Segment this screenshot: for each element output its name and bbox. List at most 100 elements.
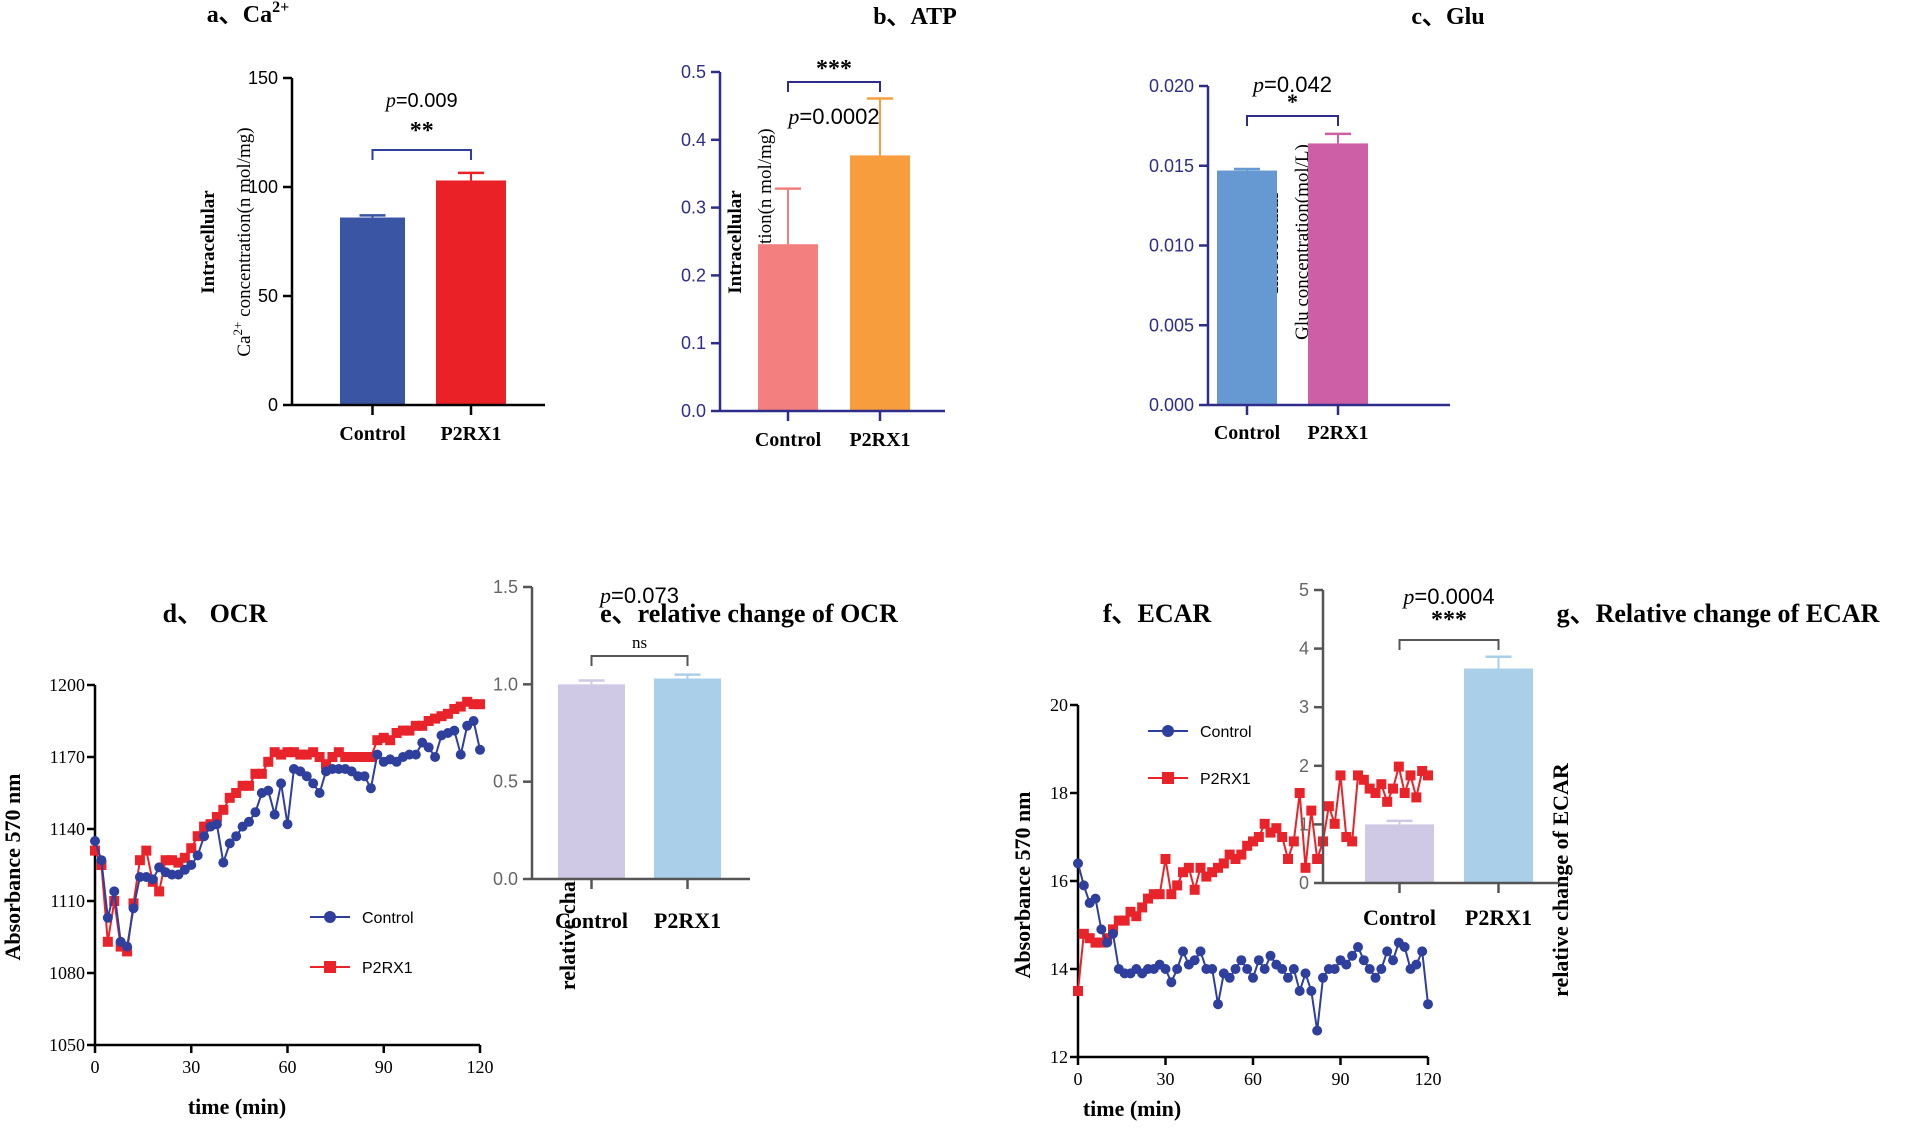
panel-a-ca: a、Ca2+ Intracellular Ca2+ concentration(…	[198, 0, 545, 445]
significance-stars: **	[410, 118, 434, 144]
data-point-control	[109, 886, 120, 897]
data-point-p2rx1	[404, 725, 415, 736]
bar-control	[758, 244, 818, 411]
panel-b-atp: b、ATP Intracellular ATP concentration(n …	[681, 4, 957, 451]
data-point-p2rx1	[1259, 818, 1270, 829]
data-point-p2rx1	[1242, 840, 1253, 851]
data-point-p2rx1	[378, 732, 389, 743]
panel-f-xlabel: time (min)	[1083, 1096, 1181, 1121]
y-tick-label: 1	[1299, 814, 1309, 834]
p-symbol: p	[598, 583, 611, 608]
data-point-p2rx1	[1137, 902, 1148, 913]
y-tick-label: 0.4	[681, 130, 706, 150]
data-point-control	[1306, 986, 1317, 996]
y-tick-label: 0.3	[681, 198, 706, 218]
y-tick-label: 0	[1299, 873, 1309, 893]
data-point-control	[1259, 964, 1270, 974]
data-point-control	[1399, 942, 1410, 952]
p-value-label: p=0.042	[1251, 72, 1332, 97]
data-point-control	[1265, 950, 1276, 961]
data-point-p2rx1	[1277, 832, 1288, 842]
x-tick-label: P2RX1	[1465, 905, 1532, 930]
data-point-p2rx1	[1131, 911, 1142, 922]
data-point-p2rx1	[282, 747, 293, 758]
y-tick-label: 12	[1050, 1047, 1068, 1067]
data-point-p2rx1	[1388, 783, 1398, 794]
panel-c-glu: c、Glu Intracellular Glu concentration(mo…	[1149, 4, 1485, 444]
x-tick-label: 120	[1415, 1069, 1442, 1089]
data-point-control	[224, 838, 235, 849]
data-point-p2rx1	[1119, 915, 1130, 926]
x-tick-label: 0	[91, 1057, 100, 1077]
data-point-p2rx1	[1143, 893, 1153, 904]
data-point-control	[263, 785, 274, 796]
data-point-p2rx1	[1189, 884, 1200, 895]
data-point-p2rx1	[391, 728, 402, 738]
data-point-p2rx1	[109, 896, 120, 906]
data-point-control	[1312, 1025, 1323, 1036]
data-point-p2rx1	[1125, 906, 1136, 917]
data-point-p2rx1	[1078, 928, 1089, 939]
data-point-p2rx1	[1253, 832, 1264, 842]
data-point-p2rx1	[1218, 858, 1229, 869]
data-point-p2rx1	[1329, 818, 1340, 829]
data-point-p2rx1	[1294, 788, 1305, 798]
data-point-control	[1370, 972, 1381, 983]
data-point-p2rx1	[179, 852, 190, 863]
data-point-control	[1318, 972, 1328, 983]
data-point-p2rx1	[1300, 862, 1311, 873]
x-tick-label: 30	[1157, 1069, 1175, 1089]
data-point-p2rx1	[211, 812, 222, 822]
data-point-control	[1411, 959, 1422, 970]
data-point-control	[1078, 880, 1089, 891]
data-point-p2rx1	[417, 720, 428, 731]
data-point-control	[96, 855, 107, 866]
data-point-control	[231, 831, 242, 842]
data-point-control	[90, 836, 100, 846]
p-symbol: p	[384, 90, 396, 112]
data-point-control	[1358, 955, 1369, 966]
data-point-p2rx1	[1090, 937, 1101, 948]
bar-p2rx1	[436, 180, 506, 405]
x-tick-label: P2RX1	[1307, 422, 1368, 444]
y-tick-label: 0.015	[1149, 156, 1194, 176]
x-tick-label: 90	[1332, 1069, 1350, 1089]
data-point-control	[423, 742, 434, 753]
data-point-control	[308, 778, 319, 789]
y-tick-label: 0.000	[1149, 395, 1194, 415]
panel-a-ylabel-line2: Ca2+ concentration(n mol/mg)	[230, 127, 255, 356]
data-point-control	[1073, 858, 1083, 869]
data-point-control	[1207, 964, 1218, 974]
data-point-p2rx1	[102, 936, 113, 947]
bar-p2rx1	[850, 155, 910, 411]
data-point-p2rx1	[231, 788, 242, 798]
y-tick-label: 1170	[50, 747, 85, 767]
y-tick-label: 0.010	[1149, 236, 1194, 256]
panel-c-title: c、Glu	[1411, 4, 1484, 30]
panel-e-rel-ocr: e、relative change of OCR relative change…	[493, 577, 898, 990]
panel-d-title: d、 OCR	[163, 599, 268, 628]
data-point-control	[1178, 946, 1188, 957]
legend-marker-p2rx1	[1162, 772, 1174, 784]
y-tick-label: 1140	[50, 819, 85, 839]
data-point-p2rx1	[1283, 854, 1293, 864]
p-value-label: p=0.0002	[786, 104, 879, 129]
data-point-control	[276, 778, 287, 789]
y-tick-label: 1080	[49, 963, 85, 983]
data-point-control	[1242, 964, 1253, 974]
data-point-p2rx1	[167, 855, 177, 866]
panel-f-title: f、ECAR	[1103, 599, 1212, 628]
panel-g-ylabel: relative change of ECAR	[1548, 762, 1573, 997]
y-tick-label: 150	[248, 68, 278, 88]
data-point-p2rx1	[1347, 836, 1358, 847]
y-tick-label: 0.2	[681, 265, 706, 285]
data-point-p2rx1	[1166, 889, 1177, 900]
data-point-p2rx1	[1288, 836, 1299, 847]
y-tick-label: 0.005	[1149, 315, 1194, 335]
panel-f-ylabel: Absorbance 570 nm	[1010, 791, 1035, 978]
panel-d-ylabel: Absorbance 570 nm	[0, 773, 25, 960]
legend-marker-p2rx1	[324, 961, 336, 973]
data-point-p2rx1	[1306, 805, 1317, 816]
data-point-p2rx1	[1172, 880, 1183, 891]
data-point-control	[1347, 950, 1358, 961]
